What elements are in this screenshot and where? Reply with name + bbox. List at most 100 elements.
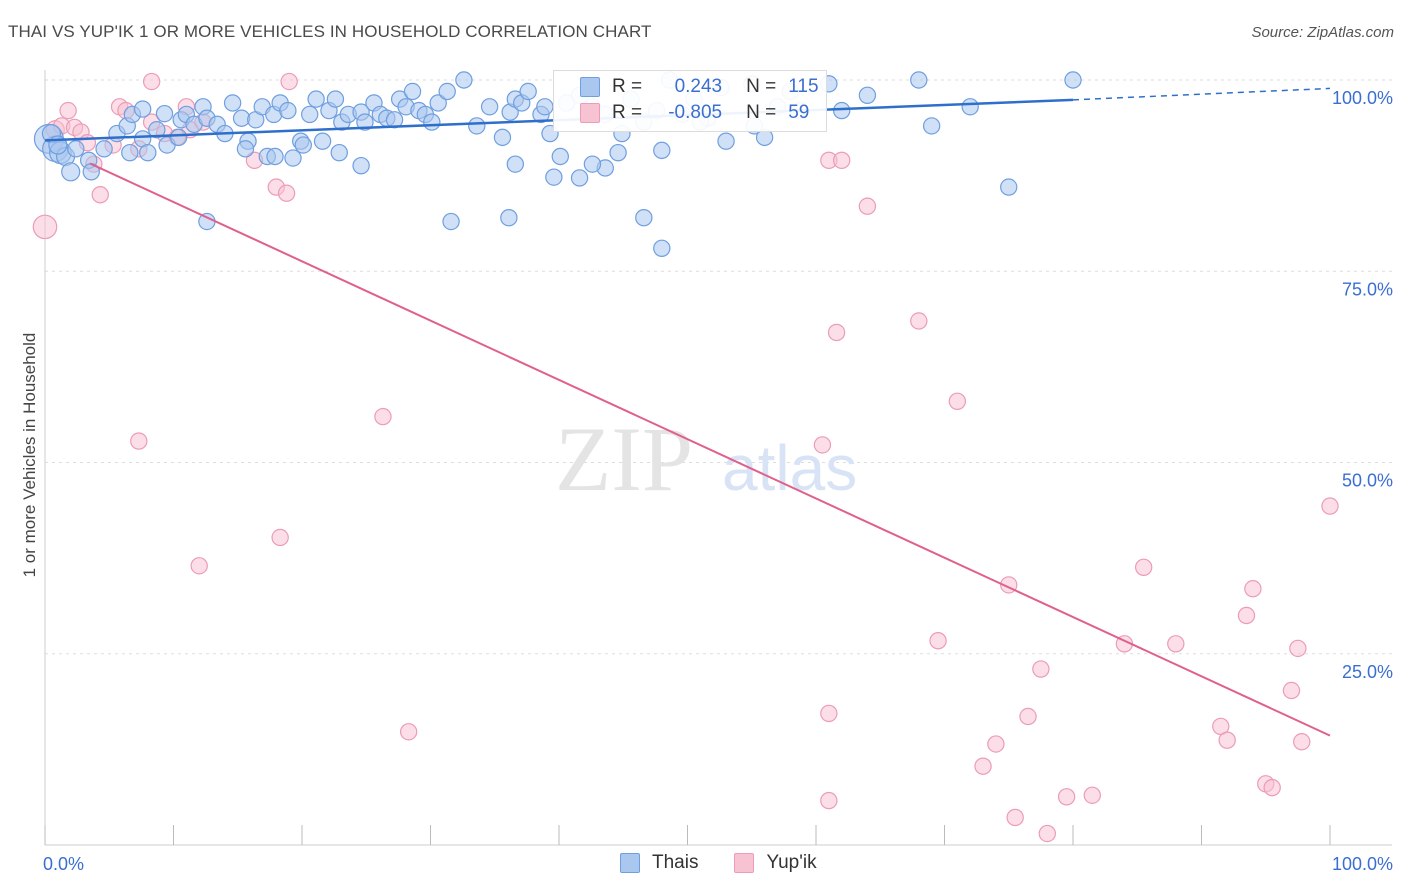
yupik-point-55: [1282, 681, 1301, 700]
thais-point-112: [1000, 178, 1018, 196]
thais-point-42: [326, 90, 345, 108]
thais-point-116: [717, 132, 735, 150]
thais-point-58: [438, 82, 456, 101]
yupik-point-30: [813, 436, 832, 454]
thais-point-103: [330, 143, 348, 162]
thais-point-101: [442, 212, 460, 231]
stats-row-yupik: R = -0.805 N = 59: [580, 101, 809, 125]
yupik-point-35: [910, 312, 928, 330]
thais-point-39: [307, 90, 325, 108]
yupik-point-25: [271, 528, 289, 547]
thais-point-100: [500, 208, 518, 227]
yupik-point-40: [1006, 808, 1024, 827]
axes: [44, 70, 1392, 846]
thais-point-57: [429, 94, 447, 112]
chart-title: THAI VS YUP'IK 1 OR MORE VEHICLES IN HOU…: [8, 22, 652, 41]
yupik-swatch: [580, 103, 600, 123]
thais-point-104: [294, 136, 312, 154]
yupik-point-41: [1019, 707, 1037, 726]
legend-item-yupik[interactable]: Yup'ik: [734, 852, 817, 874]
thais-point-12: [121, 143, 139, 162]
legend-label-thais: Thais: [652, 852, 699, 873]
yupik-point-56: [1293, 733, 1311, 751]
thais-point-111: [910, 71, 928, 89]
thais-point-105: [266, 147, 284, 166]
yupik-point-60: [827, 323, 846, 342]
thais-point-114: [653, 239, 671, 257]
series-legend: Thais Yup'ik: [620, 852, 853, 874]
source-label: Source: ZipAtlas.com: [1251, 24, 1394, 41]
yupik-point-32: [833, 151, 851, 170]
yupik-point-3: [59, 101, 77, 120]
thais-legend-swatch: [620, 853, 640, 873]
yupik-point-37: [948, 392, 967, 410]
thais-point-36: [284, 149, 302, 167]
thais-point-16: [133, 100, 152, 118]
watermark: ZIP atlas: [555, 408, 857, 510]
legend-item-thais[interactable]: Thais: [620, 852, 698, 874]
thais-point-91: [961, 98, 979, 116]
thais-point-96: [583, 155, 602, 173]
thais-point-98: [545, 168, 563, 186]
thais-point-27: [223, 94, 242, 112]
yupik-point-19: [130, 432, 148, 450]
r-label: R =: [612, 76, 643, 97]
thais-point-93: [635, 208, 653, 227]
yupik-point-51: [1237, 606, 1256, 625]
n-value: 59: [788, 102, 810, 123]
r-value: 0.243: [674, 76, 723, 97]
thais-point-70: [551, 147, 569, 166]
thais-point-40: [313, 132, 332, 150]
thais-point-88: [833, 101, 851, 120]
x-tick-label-1: 100.0%: [1332, 854, 1393, 874]
yupik-point-23: [277, 184, 296, 202]
thais-point-10: [95, 140, 113, 158]
thais-point-68: [536, 98, 554, 116]
yupik-point-20: [142, 72, 161, 91]
y-tick-label-0: 100.0%: [1332, 88, 1393, 108]
y-tick-label-1: 75.0%: [1342, 279, 1393, 299]
yupik-point-36: [929, 632, 947, 650]
yupik-point-44: [1057, 788, 1076, 806]
r-label: R =: [612, 102, 643, 123]
n-value: 115: [788, 76, 819, 97]
n-label: N =: [746, 76, 777, 97]
yupik-point-47: [1134, 558, 1153, 577]
yupik-point-58: [1321, 497, 1339, 515]
watermark-zip: ZIP: [555, 408, 693, 510]
n-label: N =: [746, 102, 777, 123]
x-tick-label-0: 0.0%: [43, 854, 84, 874]
yupik-point-48: [1167, 635, 1185, 653]
y-axis-label: 1 or more Vehicles in Household: [20, 333, 39, 578]
tick-labels: 100.0% 75.0% 50.0% 25.0% 0.0% 100.0%: [43, 88, 1393, 874]
thais-point-53: [403, 82, 422, 101]
thais-swatch: [580, 77, 600, 97]
yupik-point-43: [1038, 824, 1057, 843]
thais-point-35: [279, 101, 297, 120]
thais-point-90: [922, 117, 941, 135]
gridlines: [45, 79, 1392, 655]
yupik-point-45: [1083, 786, 1101, 804]
yupik-point-28: [399, 723, 418, 741]
yupik-point-54: [1263, 778, 1281, 797]
r-value: -0.805: [668, 102, 723, 123]
yupik-point-33: [820, 791, 838, 810]
thais-point-60: [468, 117, 486, 135]
yupik-point-29: [820, 704, 838, 723]
yupik-point-24: [280, 72, 298, 91]
thais-point-97: [570, 169, 589, 187]
thais-point-106: [236, 140, 255, 158]
thais-point-108: [169, 128, 188, 147]
thais-point-113: [1064, 71, 1082, 89]
y-tick-label-2: 50.0%: [1342, 471, 1393, 491]
thais-point-89: [858, 86, 877, 105]
thais-point-17: [148, 121, 166, 139]
thais-point-62: [493, 128, 512, 147]
yupik-point-38: [974, 757, 992, 775]
legend-label-yupik: Yup'ik: [766, 852, 817, 873]
stats-row-thais: R = 0.243 N = 115: [580, 75, 819, 99]
thais-point-109: [139, 143, 157, 162]
yupik-point-52: [1244, 580, 1262, 598]
thais-point-56: [423, 113, 441, 131]
